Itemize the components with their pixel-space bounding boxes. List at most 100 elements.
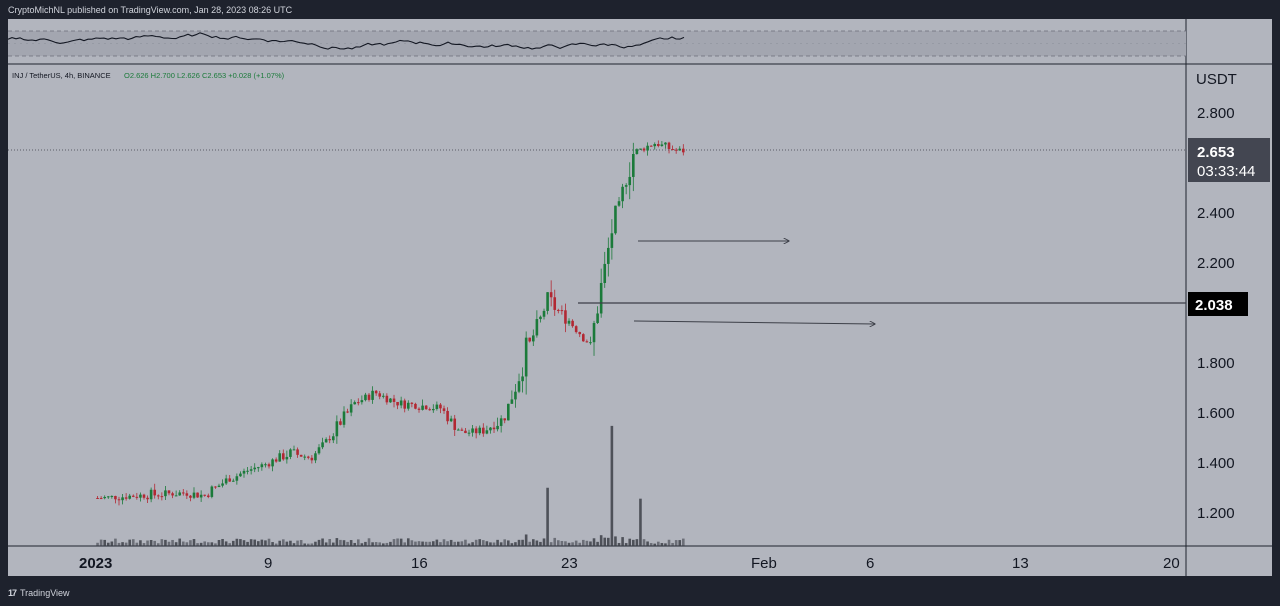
candle-body[interactable] bbox=[289, 449, 292, 457]
candle-body[interactable] bbox=[624, 185, 628, 187]
candle-body[interactable] bbox=[328, 439, 332, 441]
candle-body[interactable] bbox=[296, 449, 299, 455]
candle-body[interactable] bbox=[317, 447, 321, 454]
candle-body[interactable] bbox=[535, 319, 539, 336]
candle-body[interactable] bbox=[124, 497, 128, 499]
candle-body[interactable] bbox=[417, 408, 421, 410]
candle-body[interactable] bbox=[657, 144, 660, 146]
candle-body[interactable] bbox=[367, 394, 371, 400]
candle-body[interactable] bbox=[485, 430, 489, 434]
candle-body[interactable] bbox=[449, 418, 453, 422]
candle-body[interactable] bbox=[392, 398, 396, 402]
candle-body[interactable] bbox=[599, 282, 603, 314]
annotation-arrow-lower[interactable] bbox=[633, 320, 875, 324]
candle-body[interactable] bbox=[114, 495, 117, 500]
candle-body[interactable] bbox=[539, 316, 542, 320]
candle-body[interactable] bbox=[356, 402, 360, 404]
candle-body[interactable] bbox=[503, 418, 507, 421]
candle-body[interactable] bbox=[410, 402, 414, 404]
candle-body[interactable] bbox=[478, 427, 482, 434]
candle-body[interactable] bbox=[510, 399, 514, 404]
candle-body[interactable] bbox=[210, 486, 214, 497]
candle-body[interactable] bbox=[189, 495, 192, 498]
candle-body[interactable] bbox=[439, 404, 442, 409]
candle-body[interactable] bbox=[364, 394, 367, 401]
candle-body[interactable] bbox=[553, 297, 557, 310]
candle-body[interactable] bbox=[339, 421, 342, 425]
candle-body[interactable] bbox=[292, 449, 296, 451]
candle-body[interactable] bbox=[217, 485, 221, 488]
candle-body[interactable] bbox=[303, 456, 307, 458]
candle-body[interactable] bbox=[617, 201, 621, 206]
candle-body[interactable] bbox=[224, 478, 228, 484]
candle-body[interactable] bbox=[578, 332, 582, 335]
candle-body[interactable] bbox=[110, 495, 114, 497]
candle-body[interactable] bbox=[664, 142, 667, 145]
candle-body[interactable] bbox=[374, 390, 378, 394]
candle-body[interactable] bbox=[628, 176, 632, 186]
candle-body[interactable] bbox=[314, 453, 317, 461]
candle-body[interactable] bbox=[453, 418, 457, 430]
candle-body[interactable] bbox=[528, 337, 532, 342]
candle-body[interactable] bbox=[471, 428, 474, 433]
candle-body[interactable] bbox=[346, 411, 349, 413]
candle-body[interactable] bbox=[242, 470, 246, 474]
candle-body[interactable] bbox=[496, 425, 499, 430]
candle-body[interactable] bbox=[335, 421, 339, 437]
candle-body[interactable] bbox=[489, 427, 492, 431]
candle-body[interactable] bbox=[567, 320, 571, 324]
candle-body[interactable] bbox=[667, 142, 671, 150]
candle-body[interactable] bbox=[231, 480, 235, 482]
candle-body[interactable] bbox=[267, 464, 271, 467]
candle-body[interactable] bbox=[121, 497, 124, 501]
candle-body[interactable] bbox=[414, 403, 417, 409]
candle-body[interactable] bbox=[156, 495, 160, 497]
candle-body[interactable] bbox=[235, 476, 239, 481]
candle-body[interactable] bbox=[385, 395, 389, 403]
candle-body[interactable] bbox=[324, 439, 328, 443]
candle-body[interactable] bbox=[574, 326, 578, 333]
candle-body[interactable] bbox=[239, 473, 242, 477]
candle-body[interactable] bbox=[557, 309, 560, 311]
candle-body[interactable] bbox=[521, 376, 524, 382]
candle-body[interactable] bbox=[474, 428, 478, 434]
candle-body[interactable] bbox=[149, 489, 153, 500]
candle-body[interactable] bbox=[542, 310, 546, 317]
candle-body[interactable] bbox=[532, 335, 535, 342]
tradingview-brand[interactable]: 17 TradingView bbox=[8, 588, 70, 598]
candle-body[interactable] bbox=[646, 145, 649, 151]
candle-body[interactable] bbox=[253, 467, 257, 470]
candle-body[interactable] bbox=[192, 492, 196, 498]
candle-body[interactable] bbox=[389, 398, 392, 403]
candle-body[interactable] bbox=[460, 429, 464, 431]
candle-body[interactable] bbox=[571, 320, 574, 327]
candle-body[interactable] bbox=[378, 393, 382, 397]
candle-body[interactable] bbox=[139, 494, 142, 498]
candle-body[interactable] bbox=[381, 395, 385, 397]
candle-body[interactable] bbox=[174, 495, 178, 497]
candle-body[interactable] bbox=[639, 148, 642, 150]
candle-body[interactable] bbox=[103, 496, 107, 499]
candle-body[interactable] bbox=[164, 490, 167, 497]
candle-body[interactable] bbox=[99, 498, 103, 500]
candle-body[interactable] bbox=[342, 411, 346, 425]
candle-body[interactable] bbox=[517, 381, 521, 392]
candle-body[interactable] bbox=[467, 432, 471, 434]
candle-body[interactable] bbox=[649, 145, 653, 147]
candle-body[interactable] bbox=[431, 408, 435, 411]
candle-body[interactable] bbox=[421, 405, 424, 410]
candle-body[interactable] bbox=[607, 247, 610, 264]
candle-body[interactable] bbox=[671, 149, 674, 151]
candle-body[interactable] bbox=[406, 402, 410, 409]
candle-body[interactable] bbox=[246, 470, 249, 472]
candle-body[interactable] bbox=[181, 492, 185, 494]
candle-body[interactable] bbox=[128, 495, 132, 499]
candle-body[interactable] bbox=[153, 489, 157, 496]
candle-body[interactable] bbox=[281, 453, 285, 460]
candle-body[interactable] bbox=[514, 391, 517, 400]
candle-body[interactable] bbox=[135, 496, 139, 498]
candle-body[interactable] bbox=[442, 408, 446, 411]
candle-body[interactable] bbox=[564, 310, 567, 324]
candle-body[interactable] bbox=[264, 464, 267, 466]
candle-body[interactable] bbox=[614, 205, 617, 234]
